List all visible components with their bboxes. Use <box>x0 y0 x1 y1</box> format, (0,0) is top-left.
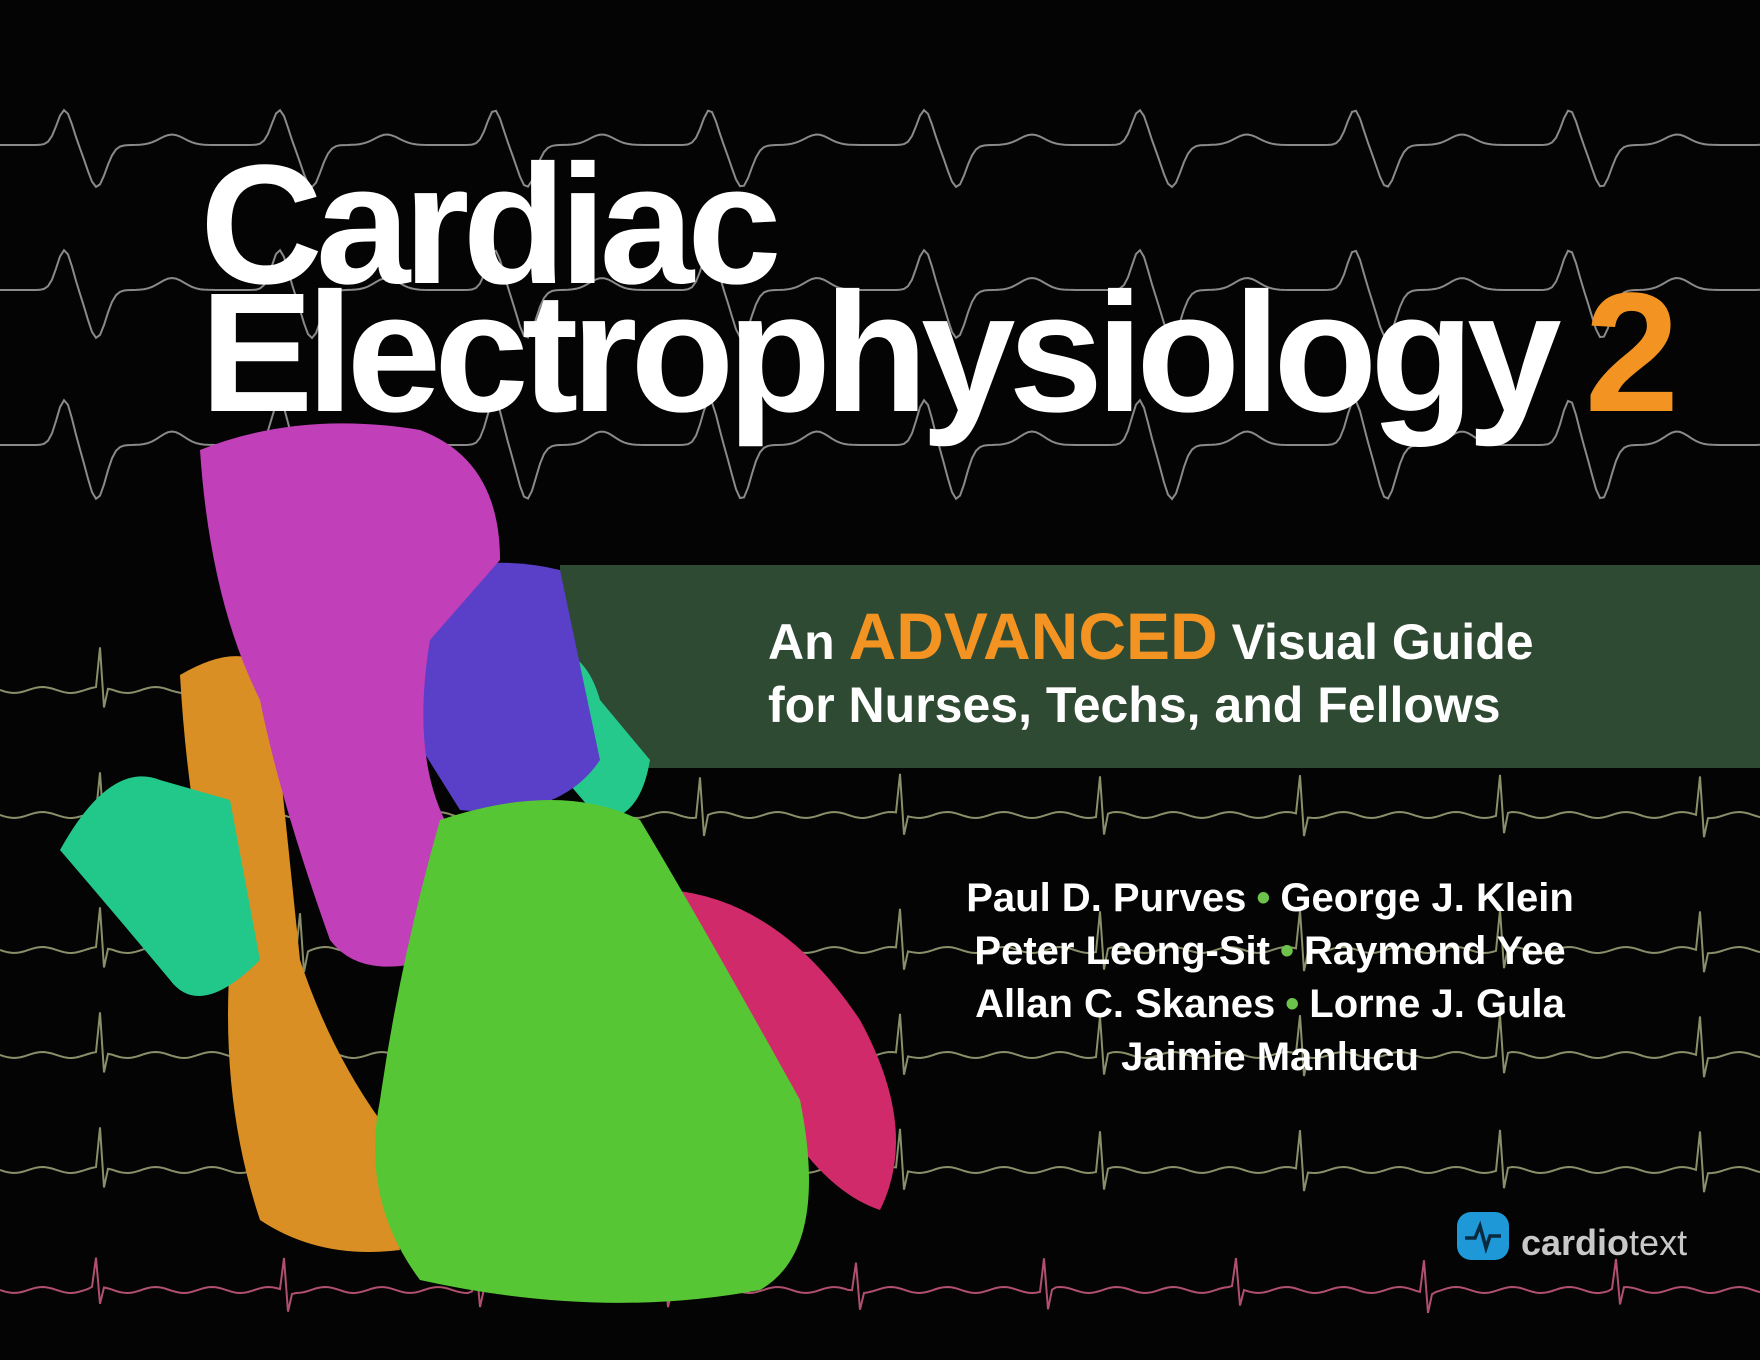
heart-orange-atrium <box>180 656 400 1252</box>
publisher-name-bold: cardio <box>1521 1222 1630 1263</box>
publisher-logo: cardiotext <box>1457 1208 1687 1264</box>
heart-teal-vessel-left <box>60 776 260 996</box>
subtitle-line-2: for Nurses, Techs, and Fellows <box>768 677 1501 733</box>
author: Peter Leong-Sit <box>974 929 1270 973</box>
author: George J. Klein <box>1280 876 1574 920</box>
subtitle-band <box>560 565 1760 768</box>
author: Raymond Yee <box>1304 929 1566 973</box>
author: Jaimie Manlucu <box>1121 1035 1419 1079</box>
ecg-trace-9 <box>0 1254 1760 1314</box>
edition-number: 2 <box>1584 258 1680 448</box>
ecg-waveform-icon <box>1457 1212 1509 1260</box>
subtitle-suffix: Visual Guide <box>1231 614 1534 670</box>
publisher-name: cardiotext <box>1521 1222 1687 1264</box>
ecg-trace-2 <box>0 248 1760 340</box>
subtitle-line-1: An ADVANCED Visual Guide <box>768 598 1534 674</box>
bullet-separator: • <box>1285 982 1300 1026</box>
bullet-separator: • <box>1279 929 1294 973</box>
bullet-separator: • <box>1256 876 1271 920</box>
author: Allan C. Skanes <box>975 982 1276 1026</box>
heart-magenta-aorta <box>200 423 500 967</box>
author-row: Allan C. Skanes • Lorne J. Gula <box>860 978 1680 1031</box>
subtitle-prefix: An <box>768 614 835 670</box>
author-row: Jaimie Manlucu <box>860 1031 1680 1084</box>
author: Lorne J. Gula <box>1309 982 1565 1026</box>
title-main-word: Electrophysiology <box>200 258 1562 448</box>
publisher-name-light: text <box>1629 1222 1688 1263</box>
heart-blue-artery <box>395 562 600 812</box>
heart-illustration <box>60 423 896 1303</box>
title-line-2: Electrophysiology 2 <box>200 268 1679 438</box>
author-list: Paul D. Purves • George J. Klein Peter Leo… <box>860 872 1680 1084</box>
subtitle-emphasis: ADVANCED <box>848 599 1218 673</box>
heart-green-ventricle <box>375 800 809 1303</box>
author-row: Peter Leong-Sit • Raymond Yee <box>860 925 1680 978</box>
author: Paul D. Purves <box>966 876 1247 920</box>
title-line-1: Cardiac <box>200 130 782 320</box>
author-row: Paul D. Purves • George J. Klein <box>860 872 1680 925</box>
ecg-trace-1 <box>0 108 1760 189</box>
